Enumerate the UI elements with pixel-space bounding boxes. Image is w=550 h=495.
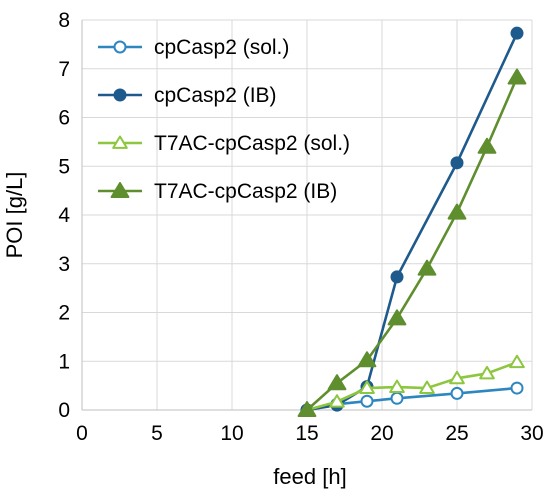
data-point-1 bbox=[390, 391, 404, 405]
y-tick-label: 0 bbox=[58, 399, 70, 422]
y-axis-title: POI [g/L] bbox=[2, 172, 27, 259]
legend-item: T7AC-cpCasp2 (sol.) bbox=[98, 132, 350, 155]
series-line bbox=[306, 32, 519, 412]
data-point-2 bbox=[390, 270, 404, 284]
data-point-legend bbox=[113, 40, 127, 54]
x-tick-label: 10 bbox=[220, 422, 243, 445]
series-3 bbox=[299, 354, 525, 416]
y-tick-label: 1 bbox=[58, 350, 70, 373]
data-point-4 bbox=[507, 68, 527, 85]
legend-label: cpCasp2 (sol.) bbox=[154, 36, 289, 59]
data-point-4 bbox=[477, 137, 497, 154]
legend-item: T7AC-cpCasp2 (IB) bbox=[98, 180, 337, 203]
data-point-legend bbox=[113, 88, 127, 102]
x-axis-title: feed [h] bbox=[273, 464, 346, 489]
y-tick-label: 7 bbox=[58, 58, 70, 81]
x-tick-label: 25 bbox=[445, 422, 468, 445]
data-point-1 bbox=[450, 386, 464, 400]
legend: cpCasp2 (sol.) cpCasp2 (IB) T7AC-cpCasp2 (… bbox=[98, 36, 350, 203]
legend-label: T7AC-cpCasp2 (sol.) bbox=[154, 132, 350, 155]
data-point-4 bbox=[327, 374, 347, 391]
legend-item: cpCasp2 (sol.) bbox=[98, 36, 289, 59]
data-point-2 bbox=[450, 156, 464, 170]
data-point-4 bbox=[417, 259, 437, 276]
series-2 bbox=[300, 26, 524, 417]
series-4 bbox=[297, 68, 527, 417]
data-point-3 bbox=[479, 365, 495, 380]
y-tick-label: 4 bbox=[58, 204, 70, 227]
axes: 0 1 2 3 4 5 6 7 8 0 5 10 15 20 25 30 bbox=[58, 9, 543, 445]
x-tick-label: 15 bbox=[295, 422, 318, 445]
y-tick-label: 3 bbox=[58, 253, 70, 276]
series-layer bbox=[297, 26, 527, 417]
data-point-legend bbox=[112, 135, 128, 149]
data-point-4 bbox=[357, 351, 377, 368]
data-point-3 bbox=[449, 370, 465, 385]
legend-label: cpCasp2 (IB) bbox=[154, 84, 277, 107]
data-point-3 bbox=[359, 380, 375, 394]
x-tick-label: 20 bbox=[370, 422, 393, 445]
data-point-3 bbox=[329, 394, 345, 408]
legend-item: cpCasp2 (IB) bbox=[98, 84, 277, 107]
data-point-3 bbox=[389, 379, 405, 393]
data-point-3 bbox=[419, 380, 435, 394]
y-tick-label: 8 bbox=[58, 9, 70, 32]
legend-label: T7AC-cpCasp2 (IB) bbox=[154, 180, 337, 203]
y-tick-label: 6 bbox=[58, 107, 70, 130]
grid-lines bbox=[81, 19, 533, 411]
series-line bbox=[306, 77, 519, 411]
data-point-1 bbox=[360, 394, 374, 408]
data-point-4 bbox=[387, 309, 407, 326]
data-point-2 bbox=[510, 26, 524, 40]
data-point-1 bbox=[510, 381, 524, 395]
x-tick-label: 30 bbox=[520, 422, 543, 445]
x-tick-label: 5 bbox=[151, 422, 163, 445]
data-point-4 bbox=[447, 203, 467, 220]
y-tick-label: 5 bbox=[58, 155, 70, 178]
data-point-legend bbox=[110, 182, 130, 198]
y-tick-label: 2 bbox=[58, 302, 70, 325]
data-point-4 bbox=[297, 401, 317, 417]
data-point-3 bbox=[509, 354, 525, 369]
x-tick-label: 0 bbox=[76, 422, 88, 445]
